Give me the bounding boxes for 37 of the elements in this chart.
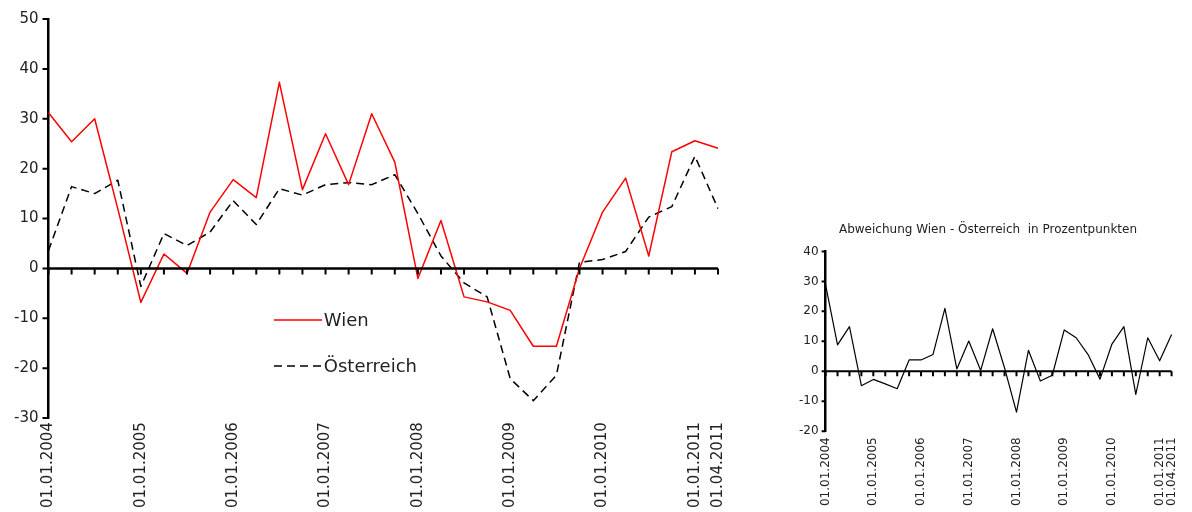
y-tick-label: 50: [19, 8, 39, 27]
x-tick-label: 01.01.2006: [223, 422, 242, 509]
x-tick-label: 01.01.2007: [960, 437, 975, 507]
y-tick-label: 10: [803, 333, 819, 348]
x-tick-label: 01.01.2008: [407, 422, 426, 509]
y-tick-label: 10: [19, 208, 39, 227]
x-tick-label: 01.01.2008: [1008, 437, 1023, 507]
x-tick-label: 01.01.2004: [38, 422, 57, 509]
chart-title: Abweichung Wien - Österreich in Prozentpunkten: [838, 220, 1138, 237]
y-tick-label: -30: [14, 408, 39, 427]
x-tick-label: 01.04.2011: [1163, 437, 1178, 507]
x-tick-label: 01.01.2005: [865, 437, 880, 507]
x-tick-label: 01.01.2009: [1056, 437, 1071, 507]
y-tick-label: -20: [14, 358, 39, 377]
y-tick-label: -10: [14, 308, 39, 327]
x-tick-label: 01.01.2005: [130, 422, 149, 509]
y-tick-label: 20: [803, 303, 819, 318]
y-tick-label: 30: [19, 108, 39, 127]
y-tick-label: 0: [810, 363, 819, 378]
y-tick-label: 40: [19, 58, 39, 77]
x-tick-label: 01.01.2006: [913, 437, 928, 507]
x-tick-label: 01.01.2009: [500, 422, 519, 509]
y-tick-label: 0: [28, 258, 39, 277]
legend-label: Wien: [323, 309, 369, 331]
x-tick-label: 01.04.2011: [707, 422, 726, 509]
y-tick-label: 30: [803, 273, 819, 288]
y-tick-label: -10: [798, 393, 819, 408]
x-tick-label: 01.01.2010: [1104, 437, 1119, 507]
x-tick-label: 01.01.2011: [1151, 437, 1166, 507]
y-tick-label: 20: [19, 158, 39, 177]
x-tick-label: 01.01.2007: [315, 422, 334, 509]
y-tick-label: -20: [798, 423, 819, 438]
y-tick-label: 40: [803, 243, 819, 258]
x-tick-label: 01.01.2004: [817, 437, 832, 507]
x-tick-label: 01.01.2011: [684, 422, 703, 509]
legend-label: Österreich: [323, 355, 417, 377]
x-tick-label: 01.01.2010: [592, 422, 611, 509]
